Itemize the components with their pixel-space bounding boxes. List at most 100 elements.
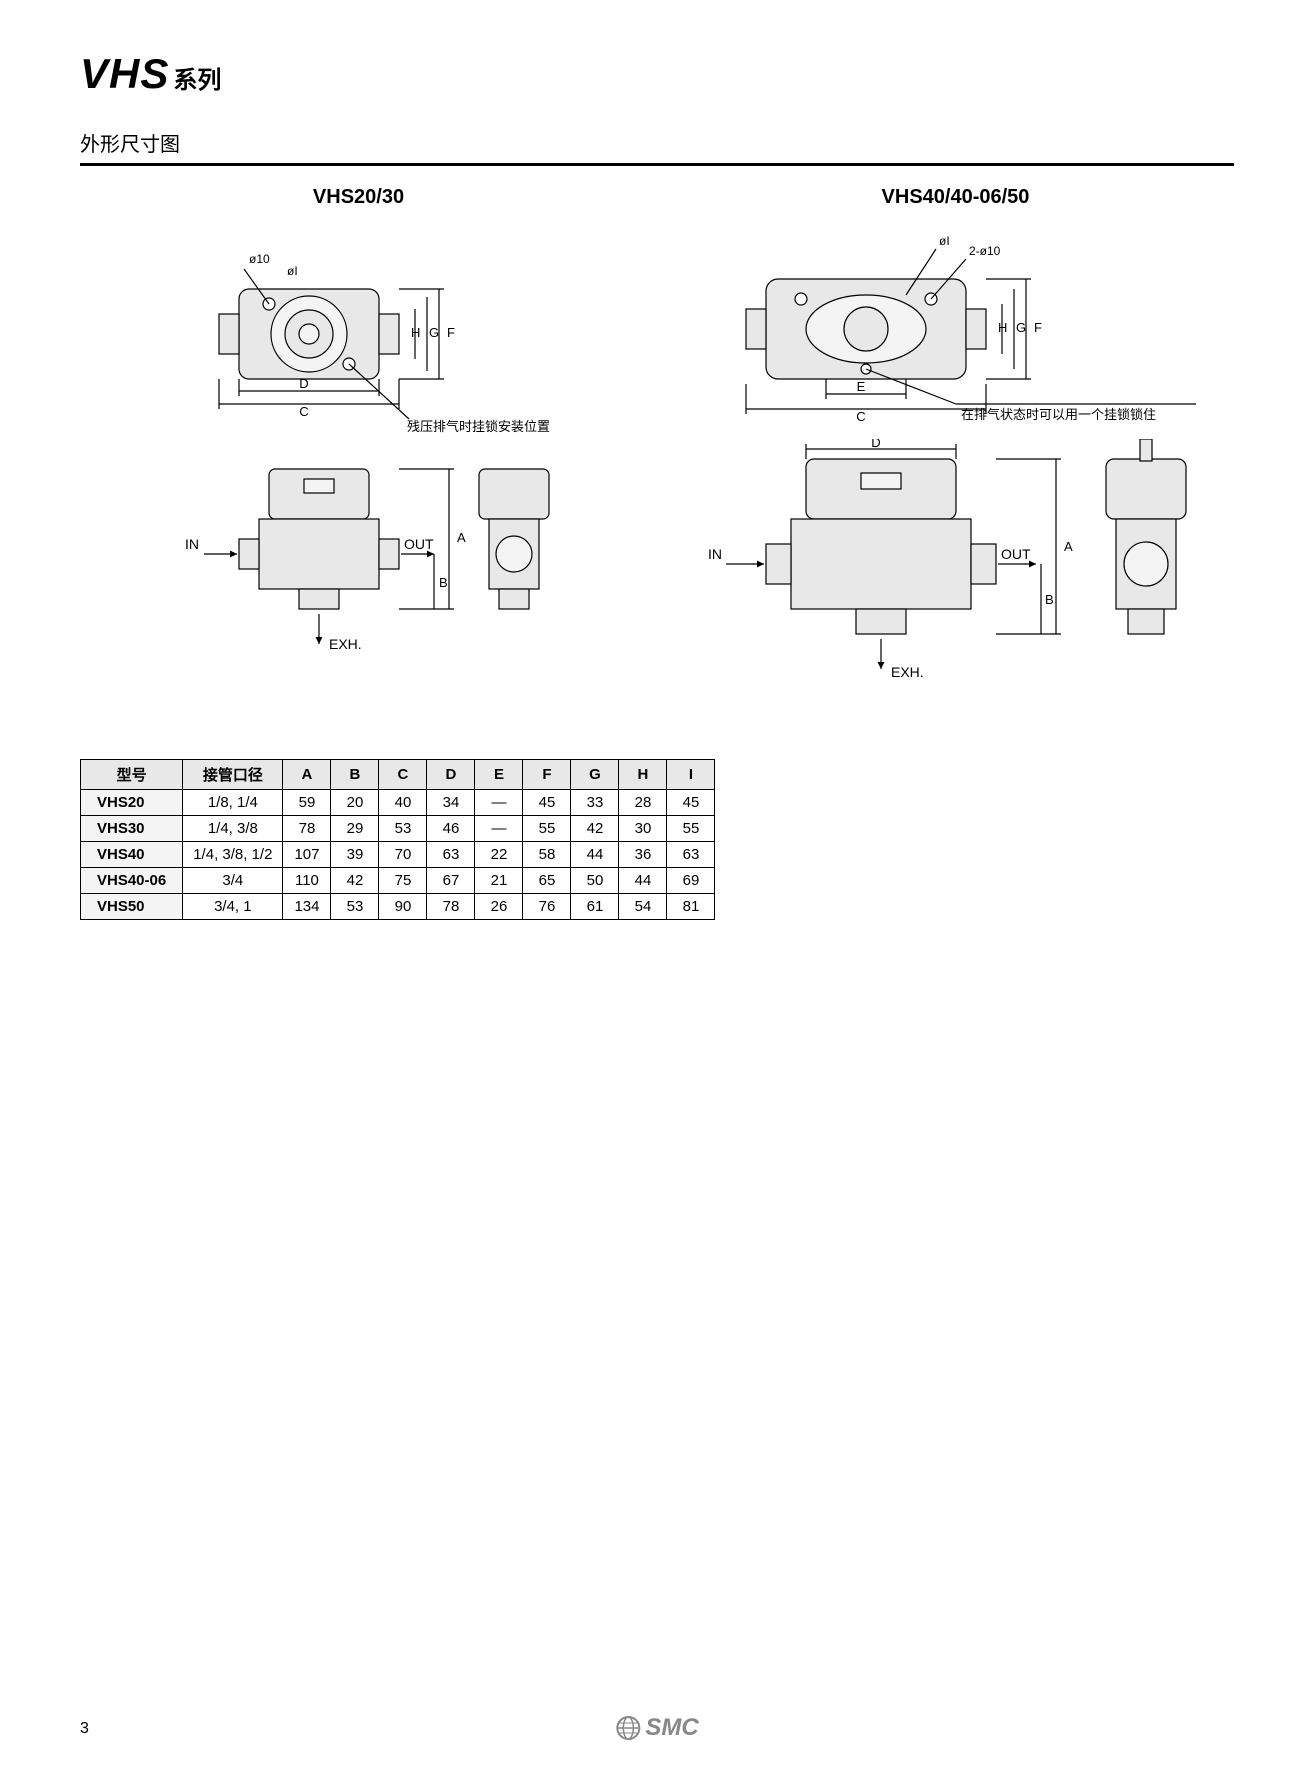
cell-value: 55 xyxy=(523,816,571,842)
col-port: 接管口径 xyxy=(183,760,283,790)
cell-value: 26 xyxy=(475,894,523,920)
cell-value: 53 xyxy=(331,894,379,920)
cell-value: 75 xyxy=(379,868,427,894)
cell-value: 34 xyxy=(427,790,475,816)
col-h: H xyxy=(619,760,667,790)
table-row: VHS301/4, 3/878295346—55423055 xyxy=(81,816,715,842)
cell-value: 22 xyxy=(475,842,523,868)
globe-icon xyxy=(615,1715,641,1741)
table-row: VHS503/4, 11345390782676615481 xyxy=(81,894,715,920)
cell-value: 33 xyxy=(571,790,619,816)
cell-value: 76 xyxy=(523,894,571,920)
out-label: OUT xyxy=(404,536,434,552)
page-number: 3 xyxy=(80,1720,89,1738)
dim-h-r: H xyxy=(998,320,1007,335)
footer-logo: SMC xyxy=(615,1714,698,1742)
cell-value: 107 xyxy=(283,842,331,868)
cell-value: 78 xyxy=(427,894,475,920)
figure-right: VHS40/40-06/50 xyxy=(677,186,1234,699)
col-e: E xyxy=(475,760,523,790)
cell-value: 20 xyxy=(331,790,379,816)
cell-value: — xyxy=(475,816,523,842)
diameter-i-label: øI xyxy=(287,264,298,278)
note-right: 在排气状态时可以用一个挂锁锁住 xyxy=(961,407,1156,422)
dim-c-r: C xyxy=(856,409,865,424)
brand-text: SMC xyxy=(645,1714,698,1742)
cell-port: 3/4 xyxy=(183,868,283,894)
dim-d-r: D xyxy=(871,439,880,450)
cell-value: 134 xyxy=(283,894,331,920)
in-r: IN xyxy=(708,546,722,562)
cell-value: 69 xyxy=(667,868,715,894)
cell-value: 53 xyxy=(379,816,427,842)
cell-value: 50 xyxy=(571,868,619,894)
cell-value: — xyxy=(475,790,523,816)
col-c: C xyxy=(379,760,427,790)
cell-value: 110 xyxy=(283,868,331,894)
cell-value: 42 xyxy=(331,868,379,894)
section-title: 外形尺寸图 xyxy=(80,128,1234,166)
figure-left: VHS20/30 xyxy=(80,186,637,699)
figures-row: VHS20/30 xyxy=(80,186,1234,699)
cell-value: 81 xyxy=(667,894,715,920)
figure-right-heading: VHS40/40-06/50 xyxy=(882,186,1030,209)
cell-model: VHS30 xyxy=(81,816,183,842)
dim-g-label: G xyxy=(429,325,439,340)
cell-value: 59 xyxy=(283,790,331,816)
cell-value: 44 xyxy=(619,868,667,894)
cell-value: 90 xyxy=(379,894,427,920)
dim-d-label: D xyxy=(299,376,308,391)
cell-value: 40 xyxy=(379,790,427,816)
dim-a-r: A xyxy=(1064,539,1073,554)
cell-value: 65 xyxy=(523,868,571,894)
cell-value: 58 xyxy=(523,842,571,868)
dim-h-label: H xyxy=(411,325,420,340)
note-left: 残压排气时挂锁安装位置 xyxy=(407,419,550,434)
two-dia10-label: 2-ø10 xyxy=(969,244,1001,258)
figure-left-top-drawing: ø10 øI C D F G H 残压排气时挂锁安装位置 xyxy=(80,219,637,439)
page-header: VHS 系列 xyxy=(80,50,1234,98)
series-main: VHS xyxy=(80,50,169,98)
dim-e-r: E xyxy=(856,379,865,394)
cell-value: 63 xyxy=(667,842,715,868)
in-label: IN xyxy=(185,536,199,552)
dim-f-label: F xyxy=(447,325,455,340)
figure-right-front-drawing: D IN OUT EXH. A B xyxy=(677,439,1234,699)
cell-value: 39 xyxy=(331,842,379,868)
table-row: VHS201/8, 1/459204034—45332845 xyxy=(81,790,715,816)
out-r: OUT xyxy=(1001,546,1031,562)
cell-value: 67 xyxy=(427,868,475,894)
dim-a-label: A xyxy=(457,530,466,545)
cell-value: 21 xyxy=(475,868,523,894)
figure-right-top-drawing: øI 2-ø10 C E F G H 在排气状态时可以用一个挂锁锁住 xyxy=(677,219,1234,439)
col-i: I xyxy=(667,760,715,790)
table-row: VHS40-063/41104275672165504469 xyxy=(81,868,715,894)
cell-port: 1/8, 1/4 xyxy=(183,790,283,816)
col-f: F xyxy=(523,760,571,790)
cell-model: VHS50 xyxy=(81,894,183,920)
cell-value: 30 xyxy=(619,816,667,842)
exh-label: EXH. xyxy=(329,636,362,652)
cell-value: 42 xyxy=(571,816,619,842)
cell-value: 46 xyxy=(427,816,475,842)
dim-f-r: F xyxy=(1034,320,1042,335)
col-g: G xyxy=(571,760,619,790)
dim-b-r: B xyxy=(1045,592,1054,607)
cell-value: 36 xyxy=(619,842,667,868)
cell-value: 78 xyxy=(283,816,331,842)
dimensions-table: 型号 接管口径 A B C D E F G H I VHS201/8, 1/45… xyxy=(80,759,715,920)
cell-value: 55 xyxy=(667,816,715,842)
col-d: D xyxy=(427,760,475,790)
col-b: B xyxy=(331,760,379,790)
col-model: 型号 xyxy=(81,760,183,790)
diameter-i-label-r: øI xyxy=(939,234,950,248)
col-a: A xyxy=(283,760,331,790)
cell-port: 3/4, 1 xyxy=(183,894,283,920)
cell-value: 45 xyxy=(667,790,715,816)
cell-model: VHS40-06 xyxy=(81,868,183,894)
cell-value: 63 xyxy=(427,842,475,868)
cell-value: 61 xyxy=(571,894,619,920)
figure-left-front-drawing: IN OUT EXH. A B xyxy=(80,439,637,679)
dim-g-r: G xyxy=(1016,320,1026,335)
cell-port: 1/4, 3/8, 1/2 xyxy=(183,842,283,868)
